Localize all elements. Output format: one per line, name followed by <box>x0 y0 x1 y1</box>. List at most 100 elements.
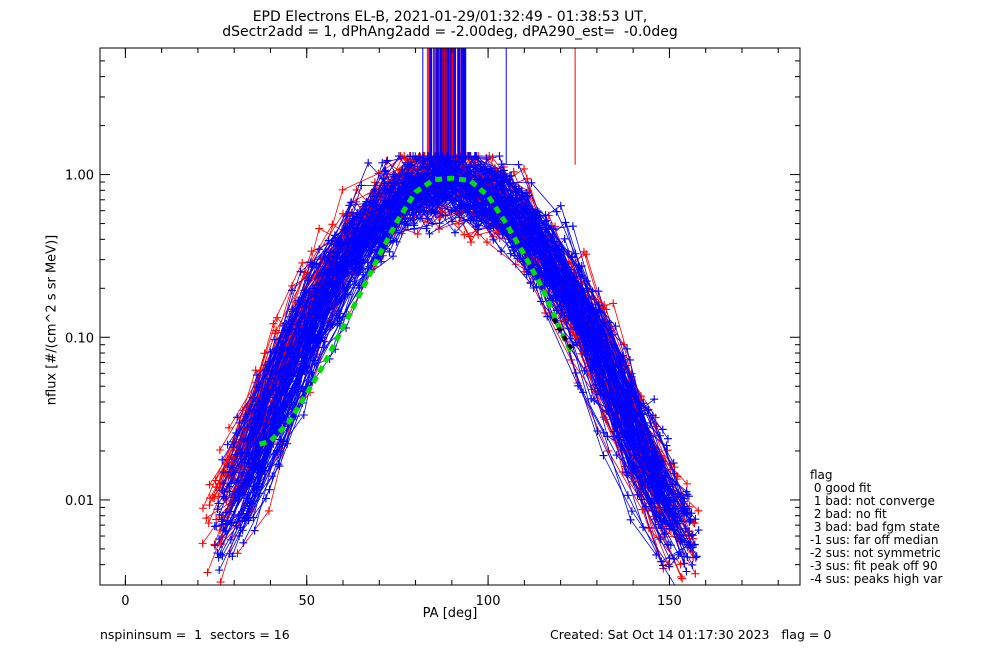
data-marker <box>318 311 327 320</box>
x-tick-label: 0 <box>121 594 129 609</box>
data-marker <box>532 208 541 217</box>
data-marker <box>677 572 686 581</box>
data-marker <box>662 473 671 482</box>
data-marker <box>228 552 237 561</box>
data-marker <box>355 283 364 292</box>
trace-line <box>252 155 691 549</box>
data-marker <box>250 526 259 535</box>
data-marker <box>218 486 227 495</box>
data-marker <box>577 271 586 280</box>
data-marker <box>215 445 224 454</box>
data-marker <box>687 530 696 539</box>
data-marker <box>621 361 630 370</box>
data-marker <box>623 491 632 500</box>
y-axis-label: nflux [#/(cm^2 s sr MeV)] <box>44 234 60 406</box>
data-marker <box>422 171 431 180</box>
data-marker <box>682 567 691 576</box>
data-marker <box>551 285 560 294</box>
data-marker <box>556 201 565 210</box>
flag-legend: flag 0 good fit 1 bad: not converge 2 ba… <box>810 469 942 586</box>
data-marker <box>198 504 207 513</box>
data-marker <box>471 153 480 162</box>
data-marker <box>325 257 334 266</box>
data-marker <box>584 313 593 322</box>
data-marker <box>262 449 271 458</box>
data-marker <box>643 406 652 415</box>
data-marker <box>315 245 324 254</box>
data-marker <box>349 255 358 264</box>
data-marker <box>427 207 436 216</box>
data-marker <box>315 224 324 233</box>
data-marker <box>665 562 674 571</box>
data-marker <box>560 234 569 243</box>
data-marker <box>370 226 379 235</box>
data-marker <box>299 410 308 419</box>
data-marker <box>431 209 440 218</box>
data-marker <box>368 229 377 238</box>
data-marker <box>482 238 491 247</box>
data-marker <box>210 522 219 531</box>
data-marker <box>630 450 639 459</box>
data-marker <box>389 170 398 179</box>
data-marker <box>552 207 561 216</box>
data-marker <box>612 355 621 364</box>
data-marker <box>683 490 692 499</box>
data-marker <box>232 521 241 530</box>
data-marker <box>240 455 249 464</box>
data-marker <box>519 164 528 173</box>
legend-title: flag <box>810 468 833 482</box>
data-marker <box>428 168 437 177</box>
data-marker <box>670 469 679 478</box>
x-tick-label: 100 <box>476 594 501 609</box>
data-marker <box>605 385 614 394</box>
data-marker <box>224 423 233 432</box>
data-marker <box>678 574 687 583</box>
data-marker <box>594 301 603 310</box>
legend-item: -2 sus: not symmetric <box>810 546 941 560</box>
data-marker <box>560 277 569 286</box>
data-marker <box>567 313 576 322</box>
trace-line <box>236 172 660 526</box>
data-marker <box>381 166 390 175</box>
data-marker <box>347 208 356 217</box>
data-marker <box>269 319 278 328</box>
data-marker <box>286 346 295 355</box>
data-marker <box>656 535 665 544</box>
data-marker <box>380 196 389 205</box>
data-marker <box>637 409 646 418</box>
data-marker <box>245 477 254 486</box>
data-marker <box>409 215 418 224</box>
data-marker <box>511 187 520 196</box>
data-marker <box>307 247 316 256</box>
data-marker <box>225 482 234 491</box>
chart-subtitle: dSectr2add = 1, dPhAng2add = -2.00deg, d… <box>222 24 678 40</box>
data-marker <box>470 167 479 176</box>
data-marker <box>611 322 620 331</box>
data-marker <box>395 187 404 196</box>
data-marker <box>619 385 628 394</box>
data-marker <box>362 201 371 210</box>
data-marker <box>545 276 554 285</box>
data-marker <box>275 462 284 471</box>
trace-line <box>242 161 681 536</box>
data-marker <box>493 167 502 176</box>
plot-axes: 0 50 100 150 0.01 0.10 1.00 <box>65 47 801 609</box>
data-marker <box>454 219 463 228</box>
data-marker <box>389 252 398 261</box>
data-marker <box>575 291 584 300</box>
data-marker <box>408 205 417 214</box>
data-marker <box>467 238 476 247</box>
data-marker <box>515 213 524 222</box>
data-marker <box>547 221 556 230</box>
trace-line <box>233 162 658 498</box>
data-marker <box>320 253 329 262</box>
data-marker <box>218 479 227 488</box>
data-marker <box>428 159 437 168</box>
data-marker <box>663 434 672 443</box>
data-marker <box>514 160 523 169</box>
data-marker <box>471 222 480 231</box>
data-marker <box>510 251 519 260</box>
data-marker <box>435 219 444 228</box>
data-marker <box>205 501 214 510</box>
data-marker <box>587 394 596 403</box>
